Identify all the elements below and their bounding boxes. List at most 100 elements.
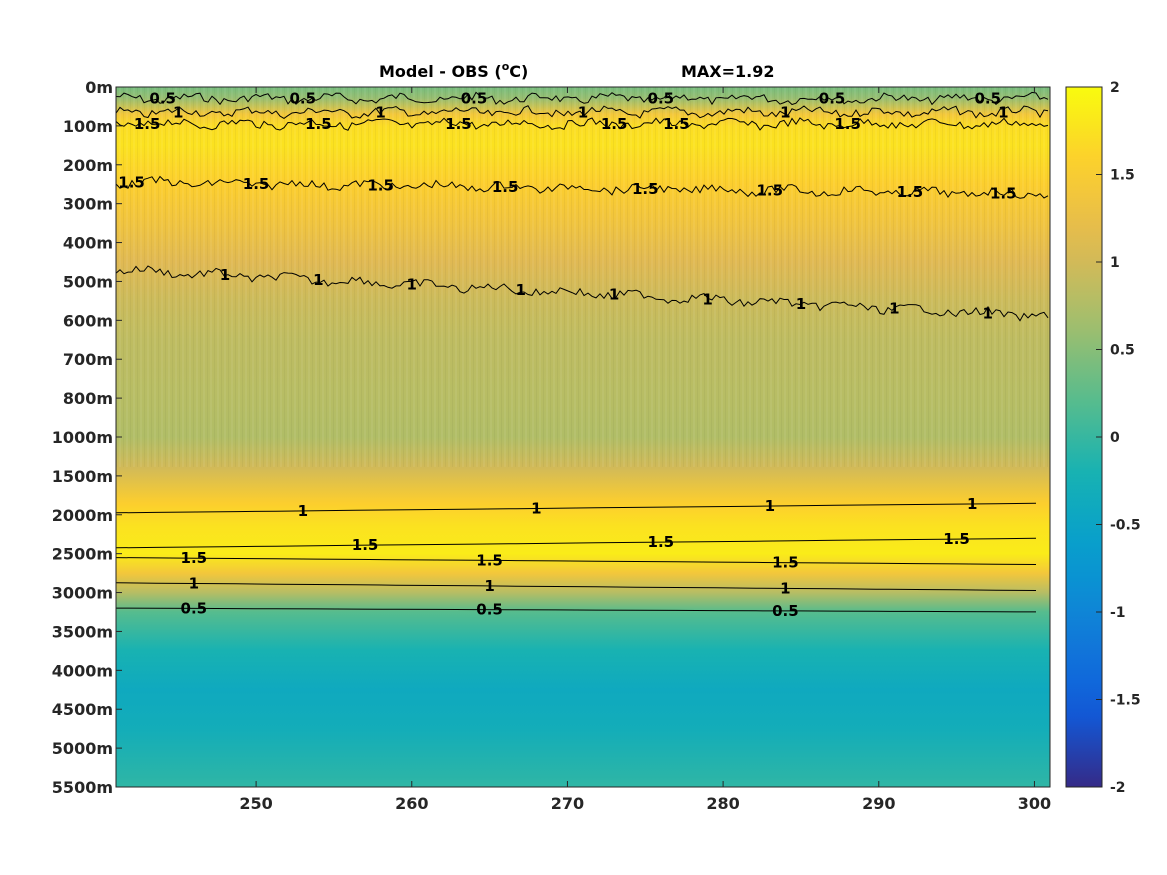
contour-label: 1.5 xyxy=(897,183,924,201)
y-tick-label: 200m xyxy=(63,156,113,175)
contour-label: 1 xyxy=(313,271,323,289)
contour-label: 1.5 xyxy=(445,115,472,133)
y-axis: 0m 100m 200m 300m 400m 500m 600m 700m 800m 1000m 1… xyxy=(52,78,122,797)
contour-label: 1 xyxy=(173,103,183,121)
y-tick-label: 100m xyxy=(63,117,113,136)
contour-label: 1 xyxy=(578,103,588,121)
contour-label: 0.5 xyxy=(476,601,503,619)
contour-line xyxy=(116,175,1049,199)
x-tick-label: 290 xyxy=(862,794,895,813)
contour-label: 1 xyxy=(889,300,899,318)
y-tick-label: 800m xyxy=(63,389,113,408)
y-tick-label: 2500m xyxy=(52,545,113,564)
contour-line xyxy=(116,265,1049,322)
contour-line xyxy=(116,502,1037,514)
contour-label: 1.5 xyxy=(243,175,270,193)
contour-label: 1.5 xyxy=(648,533,675,551)
contour-label: 1.5 xyxy=(492,178,519,196)
contour-label: 1 xyxy=(765,497,775,515)
contour-label: 1.5 xyxy=(632,180,659,198)
contour-line xyxy=(116,91,1049,106)
contour-label: 1 xyxy=(983,304,993,322)
y-tick-label: 4000m xyxy=(52,661,113,680)
contour-label: 1.5 xyxy=(305,115,332,133)
colorbar-tick-label: 2 xyxy=(1110,80,1120,96)
y-tick-label: 700m xyxy=(63,350,113,369)
contour-line xyxy=(116,105,1049,119)
x-tick-label: 280 xyxy=(706,794,739,813)
contour-label: 1 xyxy=(796,295,806,313)
contour-label: 1 xyxy=(967,495,977,513)
contour-label: 1.5 xyxy=(663,115,690,133)
contour-label: 1 xyxy=(531,499,541,517)
contour-line xyxy=(116,537,1037,549)
contour-label: 1 xyxy=(780,103,790,121)
y-tick-label: 1500m xyxy=(52,467,113,486)
contour-label: 0.5 xyxy=(149,90,176,108)
contour-label: 0.5 xyxy=(648,90,675,108)
contour-label: 1 xyxy=(189,574,199,592)
contour-label: 1.5 xyxy=(367,177,394,195)
contour-label: 1.5 xyxy=(943,530,970,548)
contour-label: 0.5 xyxy=(819,90,846,108)
contour-label: 1.5 xyxy=(181,549,208,567)
contour-label: 0.5 xyxy=(290,90,317,108)
y-tick-label: 3000m xyxy=(52,584,113,603)
contour-label: 0.5 xyxy=(974,90,1001,108)
contour-label: 1.5 xyxy=(118,173,145,191)
colorbar-tick-label: 1 xyxy=(1110,255,1120,271)
x-tick-label: 270 xyxy=(551,794,584,813)
contour-label: 1 xyxy=(220,266,230,284)
colorbar-ticks: 2 1.5 1 0.5 0 -0.5 -1 -1.5 -2 xyxy=(1096,80,1141,796)
contour-label: 1.5 xyxy=(352,536,379,554)
contour-line xyxy=(116,607,1037,613)
contour-label: 1.5 xyxy=(134,115,161,133)
contour-label: 1 xyxy=(609,286,619,304)
y-tick-label: 3500m xyxy=(52,622,113,641)
contour-label: 1 xyxy=(407,276,417,294)
contour-label: 0.5 xyxy=(772,602,799,620)
colorbar-tick-label: -0.5 xyxy=(1110,518,1141,534)
y-tick-label: 0m xyxy=(85,78,113,97)
contour-line xyxy=(116,117,1049,131)
title-unit: C) xyxy=(509,62,528,81)
y-tick-label: 300m xyxy=(63,195,113,214)
x-tick-label: 260 xyxy=(395,794,428,813)
contour-label: 0.5 xyxy=(461,90,488,108)
colorbar-tick-label: 0 xyxy=(1110,430,1120,446)
contour-label: 1 xyxy=(516,281,526,299)
colorbar-tick-label: -2 xyxy=(1110,780,1126,796)
y-tick-label: 5000m xyxy=(52,739,113,758)
colorbar: 2 1.5 1 0.5 0 -0.5 -1 -1.5 -2 xyxy=(1065,80,1141,796)
x-axis: 250 260 270 280 290 300 xyxy=(239,87,1051,813)
contour-label: 1 xyxy=(298,502,308,520)
y-tick-label: 500m xyxy=(63,272,113,291)
title-superscript: o xyxy=(502,60,510,73)
colorbar-tick-label: -1 xyxy=(1110,605,1126,621)
contour-label: 1 xyxy=(998,103,1008,121)
contour-label: 1 xyxy=(780,579,790,597)
contour-lines xyxy=(116,91,1049,613)
contour-line xyxy=(116,582,1037,591)
colorbar-tick-label: 0.5 xyxy=(1110,343,1135,359)
contour-label: 1 xyxy=(702,290,712,308)
contour-label: 1 xyxy=(375,103,385,121)
contour-label: 0.5 xyxy=(181,599,208,617)
max-label: MAX=1.92 xyxy=(681,62,775,81)
chart-title: Model - OBS (oC) xyxy=(379,60,528,81)
contour-label: 1.5 xyxy=(601,115,628,133)
contour-labels: 0.5 0.5 0.5 0.5 0.5 0.51 1 1 1 11.5 1.5 1.5 1.5 1.5 1.… xyxy=(118,90,1016,620)
x-tick-label: 250 xyxy=(239,794,272,813)
colorbar-tick-label: 1.5 xyxy=(1110,168,1135,184)
x-tick-label: 300 xyxy=(1018,794,1051,813)
contour-label: 1.5 xyxy=(757,181,784,199)
contour-label: 1 xyxy=(484,577,494,595)
contour-label: 1.5 xyxy=(772,554,799,572)
plot-area: 0.5 0.5 0.5 0.5 0.5 0.51 1 1 1 11.5 1.5 1.5 1.5 1.5 1.… xyxy=(115,86,1051,788)
contour-label: 1.5 xyxy=(476,551,503,569)
y-tick-label: 1000m xyxy=(52,428,113,447)
y-tick-label: 2000m xyxy=(52,506,113,525)
y-tick-label: 400m xyxy=(63,234,113,253)
contour-label: 1.5 xyxy=(990,184,1017,202)
